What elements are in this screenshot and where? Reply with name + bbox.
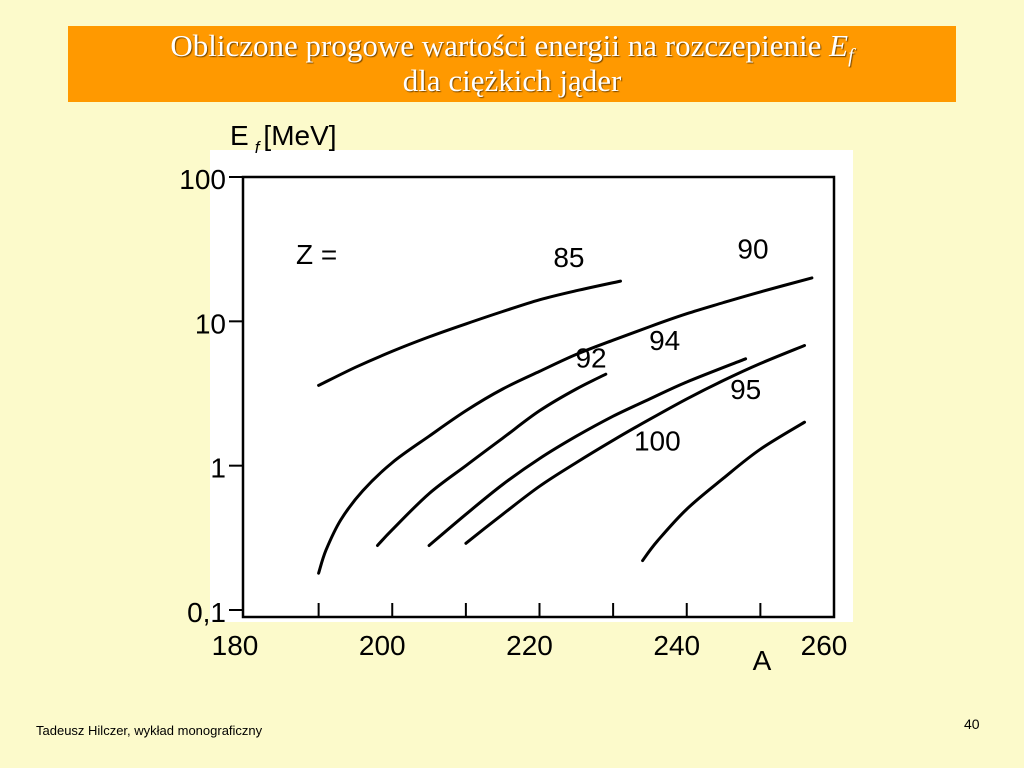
- legend-prefix: Z =: [296, 239, 337, 270]
- series-label-z-85: 85: [553, 242, 584, 273]
- title-text: Obliczone progowe wartości energii na ro…: [170, 28, 822, 63]
- y-tick-label: 100: [179, 164, 226, 195]
- y-axis-label-symbol: E: [230, 120, 249, 151]
- y-axis-tick-labels: 100 10 1 0,1: [179, 164, 226, 628]
- footer-author: Tadeusz Hilczer, wykład monograficzny: [36, 723, 263, 738]
- x-tick-label: 260: [801, 630, 848, 661]
- y-axis-label-subscript: f: [255, 138, 262, 157]
- page-number: 40: [964, 716, 980, 732]
- series-labels: 85 90 92 94 95 100: [553, 233, 768, 456]
- series-label-z-100: 100: [634, 425, 681, 456]
- title-line-1: Obliczone progowe wartości energii na ro…: [68, 28, 956, 66]
- x-tick-label: 200: [359, 630, 406, 661]
- curve-z-95: [464, 344, 806, 545]
- x-tick-label: 220: [506, 630, 553, 661]
- series-curves: [317, 276, 814, 575]
- x-axis-label: A: [753, 645, 772, 676]
- y-axis-ticks: [229, 176, 243, 611]
- curve-z-85: [317, 279, 622, 387]
- x-axis-tick-labels: 180 200 220 240 260: [212, 630, 848, 661]
- y-tick-label: 1: [210, 453, 226, 484]
- slide-title: Obliczone progowe wartości energii na ro…: [68, 26, 956, 102]
- series-label-z-95: 95: [730, 374, 761, 405]
- series-label-z-90: 90: [737, 233, 768, 264]
- series-label-z-92: 92: [575, 343, 606, 374]
- curve-z-92: [376, 372, 608, 547]
- y-tick-label: 0,1: [187, 597, 226, 628]
- y-tick-label: 10: [195, 308, 226, 339]
- x-axis-ticks: [317, 603, 835, 617]
- curve-z-94: [427, 357, 748, 547]
- series-label-z-94: 94: [649, 325, 680, 356]
- plot-background: [210, 150, 853, 622]
- title-energy-symbol: E: [829, 28, 849, 63]
- title-line-2: dla ciężkich jąder: [402, 63, 622, 98]
- curve-z-90: [317, 276, 814, 575]
- y-axis-label-unit: [MeV]: [263, 120, 336, 151]
- x-tick-label: 240: [653, 630, 700, 661]
- curve-z-100: [641, 420, 806, 563]
- x-tick-label: 180: [212, 630, 259, 661]
- title-energy-subscript: f: [848, 45, 854, 67]
